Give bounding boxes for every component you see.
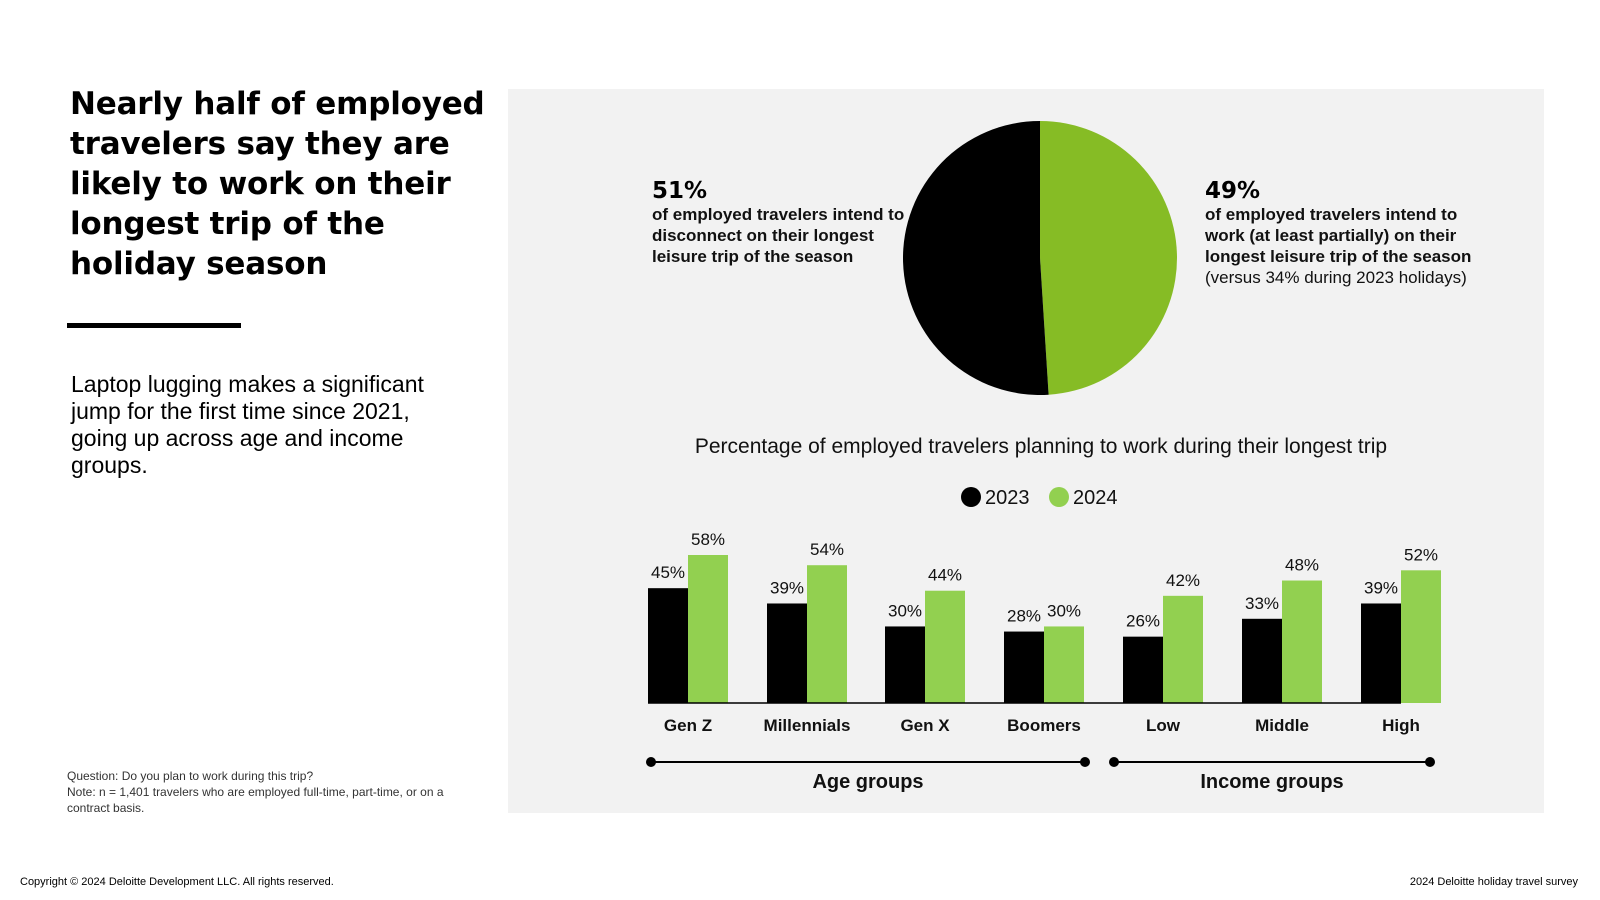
footnote-note: Note: n = 1,401 travelers who are employ… (67, 785, 444, 815)
data-label-boomers-2024: 30% (1047, 601, 1081, 620)
bar-legend: 2023 2024 (961, 487, 1118, 509)
title-divider (67, 323, 241, 328)
bar-boomers-2023 (1004, 631, 1044, 703)
data-label-high-2023: 39% (1364, 578, 1398, 597)
data-label-millennials-2023: 39% (770, 578, 804, 597)
group-label-income-groups: Income groups (1200, 771, 1343, 793)
right-stat-note: (versus 34% during 2023 holidays) (1205, 268, 1467, 287)
bar-gen-z-2023 (648, 588, 688, 703)
category-label-gen-x: Gen X (900, 716, 950, 735)
legend-label-2023: 2023 (985, 487, 1030, 509)
data-label-millennials-2024: 54% (810, 540, 844, 559)
data-label-middle-2023: 33% (1245, 594, 1279, 613)
data-label-middle-2024: 48% (1285, 556, 1319, 575)
left-stat-value: 51% (652, 178, 708, 204)
pie-slice-disconnect (902, 121, 1049, 396)
footnote-question: Question: Do you plan to work during thi… (67, 769, 314, 783)
right-stat-text: of employed travelers intend to work (at… (1205, 205, 1472, 266)
bracket-dot-end-age-groups (1080, 757, 1090, 767)
bar-gen-z-2024 (688, 555, 728, 703)
bar-middle-2024 (1282, 580, 1322, 703)
bracket-dot-start-age-groups (646, 757, 656, 767)
bar-high-2024 (1401, 570, 1441, 703)
data-label-low-2023: 26% (1126, 612, 1160, 631)
pie-left-stat: 51% of employed travelers intend to disc… (652, 178, 922, 267)
legend-marker-2023 (961, 487, 981, 507)
bar-gen-x-2024 (925, 590, 965, 703)
bar-boomers-2024 (1044, 626, 1084, 703)
chart-panel: 51% of employed travelers intend to disc… (508, 89, 1544, 813)
bar-gen-x-2023 (885, 626, 925, 703)
bar-millennials-2024 (807, 565, 847, 703)
right-stat-value: 49% (1205, 178, 1261, 204)
bracket-dot-start-income-groups (1109, 757, 1119, 767)
data-label-low-2024: 42% (1166, 571, 1200, 590)
page-title: Nearly half of employed travelers say th… (70, 86, 485, 282)
left-stat-text: of employed travelers intend to disconne… (652, 205, 905, 266)
source-text: 2024 Deloitte holiday travel survey (1409, 876, 1578, 888)
charts-svg: Percentage of employed travelers plannin… (646, 121, 1441, 793)
subtitle-text: Laptop lugging makes a significant jump … (71, 371, 424, 478)
data-label-gen-x-2024: 44% (928, 566, 962, 585)
category-label-boomers: Boomers (1007, 716, 1081, 735)
bracket-dot-end-income-groups (1425, 757, 1435, 767)
data-label-gen-z-2024: 58% (691, 530, 725, 549)
legend-marker-2024 (1049, 487, 1069, 507)
bar-low-2023 (1123, 636, 1163, 703)
bar-millennials-2023 (767, 603, 807, 703)
bar-middle-2023 (1242, 618, 1282, 703)
pie-slice-work (1040, 121, 1177, 395)
data-label-high-2024: 52% (1404, 545, 1438, 564)
footnote: Question: Do you plan to work during thi… (67, 768, 467, 816)
category-label-millennials: Millennials (764, 716, 851, 735)
bar-chart-title: Percentage of employed travelers plannin… (695, 435, 1387, 458)
pie-right-stat: 49% of employed travelers intend to work… (1205, 178, 1495, 288)
data-label-gen-x-2023: 30% (888, 601, 922, 620)
copyright-text: Copyright © 2024 Deloitte Development LL… (20, 876, 334, 888)
category-label-middle: Middle (1255, 716, 1309, 735)
bar-high-2023 (1361, 603, 1401, 703)
data-label-boomers-2023: 28% (1007, 607, 1041, 626)
category-label-high: High (1382, 716, 1420, 735)
group-brackets: Age groups Income groups (646, 757, 1435, 793)
data-label-gen-z-2023: 45% (651, 563, 685, 582)
category-label-gen-z: Gen Z (664, 716, 712, 735)
legend-label-2024: 2024 (1073, 487, 1118, 509)
bar-low-2024 (1163, 595, 1203, 703)
group-label-age-groups: Age groups (812, 771, 923, 793)
bar-chart: 45% 58% Gen Z 39% 54% Millennials 30% 44% Gen X 2… (648, 530, 1441, 735)
pie-chart (902, 121, 1177, 396)
category-label-low: Low (1146, 716, 1181, 735)
